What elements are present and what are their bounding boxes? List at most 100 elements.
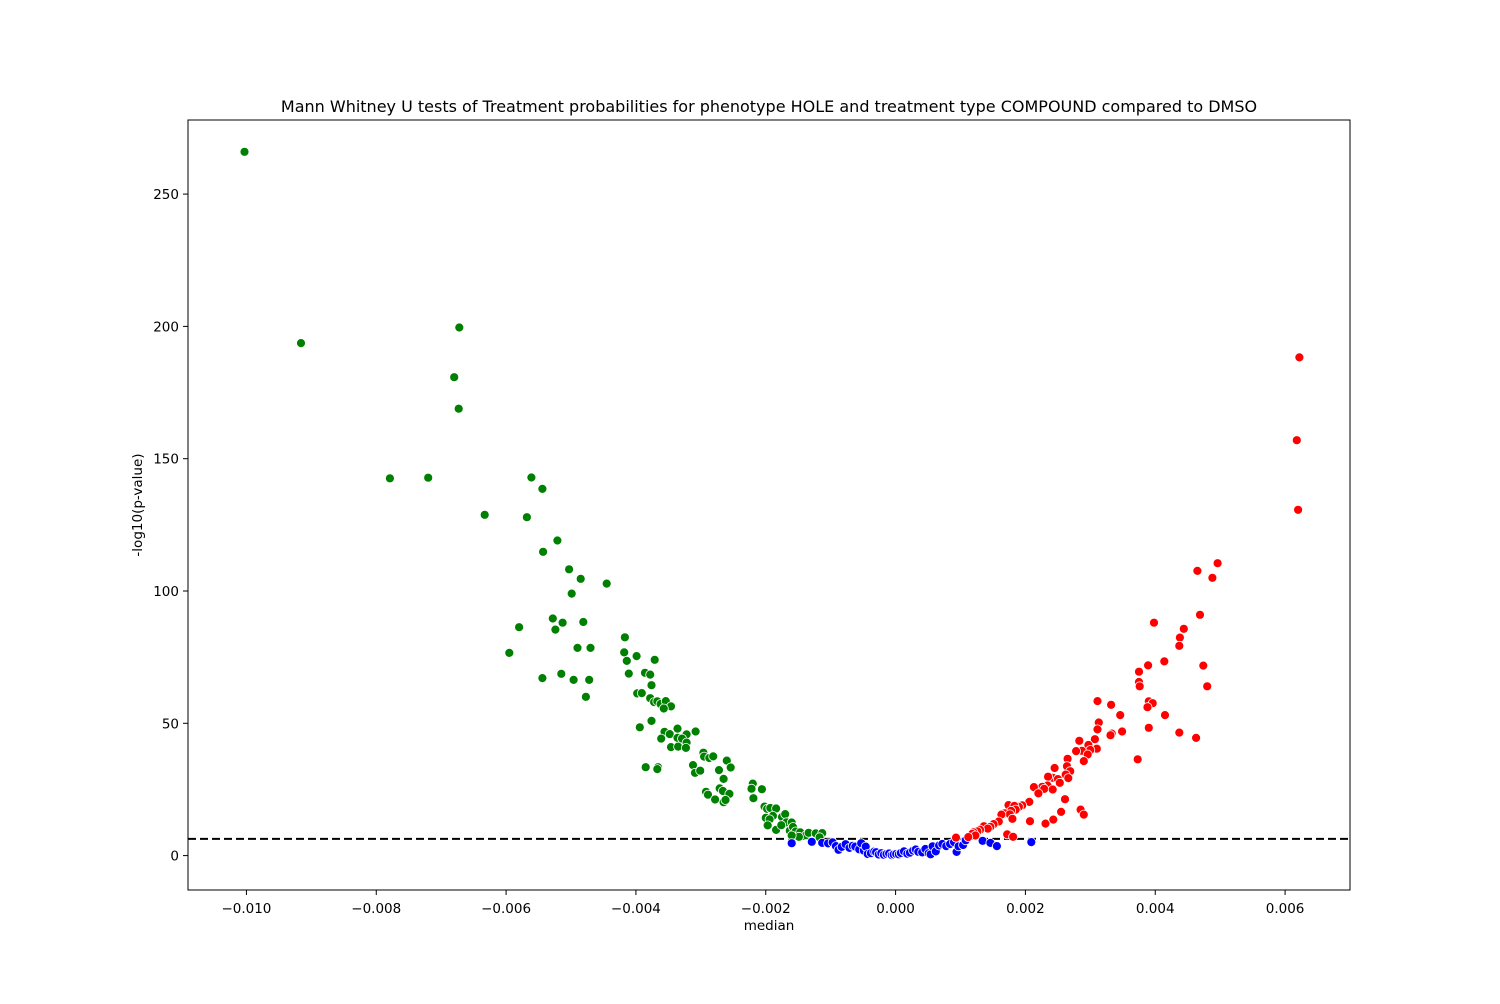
data-point <box>992 841 1002 851</box>
data-point <box>1025 816 1035 827</box>
data-point <box>1143 722 1154 733</box>
data-point <box>239 146 250 157</box>
data-point <box>762 820 773 831</box>
data-point <box>1007 813 1018 824</box>
data-point <box>1149 617 1159 628</box>
plot-frame <box>187 119 1351 891</box>
data-point <box>658 703 669 714</box>
data-point <box>1178 623 1189 634</box>
x-tick-label: 0.002 <box>1006 901 1045 917</box>
data-point <box>1191 733 1201 743</box>
data-point <box>621 656 632 666</box>
data-point <box>547 613 558 624</box>
data-point <box>631 651 642 661</box>
data-point <box>522 512 532 523</box>
data-point <box>714 765 724 775</box>
x-tick-label: 0.004 <box>1136 901 1175 917</box>
data-point <box>384 473 395 484</box>
data-point <box>1134 681 1145 692</box>
data-point <box>776 820 787 831</box>
data-point <box>645 669 656 680</box>
data-point <box>1142 702 1153 713</box>
data-point <box>1047 784 1058 795</box>
data-point <box>1105 730 1116 741</box>
data-point <box>1195 609 1205 620</box>
data-point <box>1198 660 1209 671</box>
data-point <box>1090 734 1100 745</box>
data-point <box>1174 640 1185 651</box>
data-point <box>566 588 577 599</box>
data-point <box>453 403 464 414</box>
data-point <box>585 643 596 653</box>
y-tick-label: 50 <box>162 716 179 732</box>
data-point <box>1293 504 1303 515</box>
data-point <box>672 723 683 734</box>
data-point <box>504 648 515 658</box>
x-tick-label: 0.006 <box>1266 901 1305 917</box>
data-point <box>623 668 634 679</box>
data-point <box>423 472 434 483</box>
data-point <box>479 509 490 520</box>
data-point <box>1192 566 1203 576</box>
data-point <box>951 832 961 843</box>
x-tick-label: −0.008 <box>351 901 401 917</box>
data-point <box>718 774 729 784</box>
data-point <box>1202 681 1213 692</box>
data-point <box>1134 666 1144 677</box>
data-point <box>652 764 663 774</box>
x-tick-label: 0.000 <box>876 901 915 917</box>
y-tick-label: 250 <box>153 187 179 203</box>
data-point <box>552 535 563 546</box>
data-point <box>1033 788 1044 799</box>
data-point <box>725 762 736 773</box>
data-point <box>1054 777 1065 788</box>
data-point <box>1063 773 1074 783</box>
data-point <box>1043 771 1053 782</box>
data-point <box>526 472 537 483</box>
data-point <box>634 722 645 733</box>
data-point <box>780 809 791 819</box>
chart-title: Mann Whitney U tests of Treatment probab… <box>281 97 1257 116</box>
data-point <box>1060 794 1070 805</box>
data-point <box>1026 837 1037 847</box>
data-point <box>578 617 589 627</box>
data-point <box>1291 435 1302 446</box>
data-point <box>1117 726 1127 737</box>
data-point <box>963 832 974 842</box>
data-point <box>1207 572 1218 583</box>
data-point <box>619 647 630 658</box>
data-point <box>564 564 574 575</box>
data-point <box>296 338 306 349</box>
data-point <box>1212 558 1223 569</box>
data-point <box>640 762 651 773</box>
data-point <box>514 622 524 633</box>
data-point <box>1132 754 1143 765</box>
data-point <box>572 643 583 653</box>
data-point <box>1143 660 1153 671</box>
data-point <box>581 691 591 702</box>
data-point <box>1160 710 1170 720</box>
y-tick-label: 100 <box>153 584 179 600</box>
x-tick-label: −0.004 <box>611 901 661 917</box>
data-point <box>636 688 647 698</box>
data-point <box>538 546 548 557</box>
x-axis-label: median <box>744 918 795 934</box>
data-point <box>720 795 731 805</box>
data-point <box>646 716 657 726</box>
data-point <box>1078 756 1089 766</box>
x-tick-label: −0.006 <box>481 901 531 917</box>
data-point <box>620 632 630 643</box>
data-point <box>1092 724 1103 735</box>
data-point <box>1040 818 1051 829</box>
data-point <box>710 794 720 805</box>
data-point <box>537 483 548 494</box>
data-point <box>1175 632 1185 643</box>
y-axis-label: -log10(p-value) <box>130 453 146 556</box>
data-point <box>806 836 817 847</box>
y-tick-label: 150 <box>153 452 179 468</box>
data-point <box>1056 807 1066 817</box>
data-point <box>1159 656 1170 667</box>
data-point <box>1071 746 1081 756</box>
data-point <box>557 617 568 628</box>
